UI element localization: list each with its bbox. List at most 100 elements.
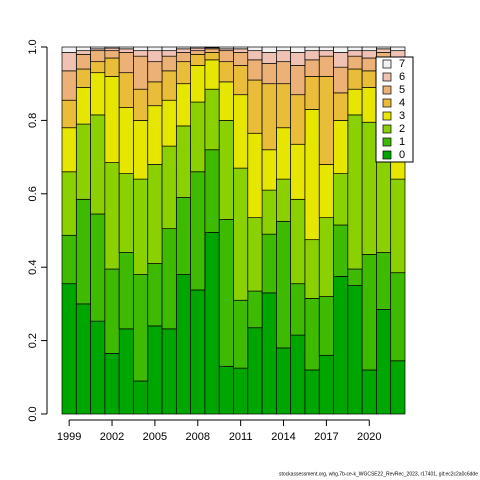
bar-segment: [133, 120, 149, 180]
bar-segment: [90, 213, 106, 322]
legend-label: 3: [399, 110, 405, 122]
bar-segment: [261, 52, 277, 64]
bar-segment: [104, 162, 120, 270]
bar-segment: [175, 125, 191, 198]
bar-segment: [147, 50, 163, 63]
bar-segment: [304, 239, 320, 299]
legend-label: 2: [399, 123, 405, 135]
bar-segment: [261, 189, 277, 235]
bar-segment: [161, 99, 177, 147]
bar-segment: [247, 217, 263, 292]
footnote: stockassessment.org, whg.7b-ce-k_WGCSE22…: [279, 471, 478, 477]
bar-segment: [204, 88, 220, 151]
bar-segment: [104, 353, 120, 415]
bar-segment: [304, 59, 320, 77]
bar-segment: [247, 79, 263, 134]
bar-segment: [133, 46, 149, 52]
bar-segment: [218, 120, 234, 220]
bar-segment: [347, 268, 363, 286]
bar-segment: [104, 76, 120, 163]
bar-segment: [247, 46, 263, 52]
bar-segment: [90, 114, 106, 215]
bar-segment: [304, 109, 320, 241]
bar-segment: [161, 50, 177, 57]
y-tick-label: 0.6: [27, 186, 39, 201]
bar-segment: [190, 46, 206, 49]
bar-segment: [347, 88, 363, 116]
bar-segment: [90, 46, 106, 50]
legend-swatch: [382, 98, 392, 108]
bar-segment: [118, 52, 134, 74]
bar-segment: [75, 50, 91, 55]
y-tick-label: 1.0: [27, 39, 39, 54]
x-tick-label: 2020: [357, 431, 381, 443]
bar-segment: [261, 233, 277, 294]
bar-segment: [290, 143, 306, 200]
legend-label: 5: [399, 84, 405, 96]
bar-segment: [147, 325, 163, 415]
bar-segment: [133, 178, 149, 275]
x-tick-label: 2014: [271, 431, 295, 443]
legend-swatch: [382, 150, 392, 160]
bar-segment: [276, 61, 292, 85]
legend-swatch: [382, 59, 392, 69]
x-tick-label: 2005: [143, 431, 167, 443]
y-tick-label: 0.4: [27, 260, 39, 275]
bar-segment: [361, 50, 377, 59]
bar-segment: [290, 64, 306, 96]
bar-segment: [247, 50, 263, 61]
bar-segment: [61, 234, 77, 285]
bar-segment: [333, 46, 349, 53]
bar-segment: [361, 46, 377, 52]
bar-segment: [333, 276, 349, 415]
bar-segment: [361, 57, 377, 72]
bar-segment: [304, 50, 320, 61]
bar-segment: [161, 70, 177, 101]
x-tick-label: 2008: [186, 431, 210, 443]
bar-segment: [247, 290, 263, 329]
bar-segment: [147, 263, 163, 327]
bar-segment: [347, 285, 363, 415]
bar-segment: [247, 132, 263, 219]
bar-segment: [318, 55, 334, 77]
bar-segment: [175, 197, 191, 275]
bar-segment: [90, 72, 106, 116]
bar-segment: [218, 46, 234, 50]
bar-segment: [233, 167, 249, 301]
bar-segment: [61, 70, 77, 101]
bar-segment: [261, 63, 277, 85]
bar-segment: [304, 298, 320, 371]
bar-segment: [118, 72, 134, 108]
bar-segment: [218, 219, 234, 367]
bar-segment: [276, 83, 292, 129]
bar-segment: [276, 50, 292, 63]
bar-segment: [61, 46, 77, 53]
bar-segment: [118, 252, 134, 330]
bar-segment: [190, 101, 206, 173]
bar-segment: [318, 164, 334, 219]
bar-segment: [290, 46, 306, 53]
bar-segment: [218, 61, 234, 83]
bar-segment: [75, 68, 91, 88]
bar-segment: [333, 66, 349, 94]
bar-segment: [61, 171, 77, 236]
x-tick-label: 2002: [100, 431, 124, 443]
legend-swatch: [382, 85, 392, 95]
bar-segment: [333, 52, 349, 68]
bar-segment: [147, 164, 163, 264]
bar-segment: [333, 224, 349, 277]
bar-segment: [233, 299, 249, 369]
bar-segment: [190, 47, 206, 52]
bar-segment: [304, 46, 320, 52]
bar-segment: [318, 217, 334, 297]
legend-label: 6: [399, 71, 405, 83]
bar-segment: [376, 309, 392, 415]
bar-segment: [247, 59, 263, 81]
bar-segment: [75, 198, 91, 305]
bar-segment: [318, 76, 334, 165]
bar-segment: [118, 48, 134, 53]
bar-segment: [333, 120, 349, 174]
bar-segment: [175, 46, 191, 50]
bar-segment: [61, 99, 77, 129]
